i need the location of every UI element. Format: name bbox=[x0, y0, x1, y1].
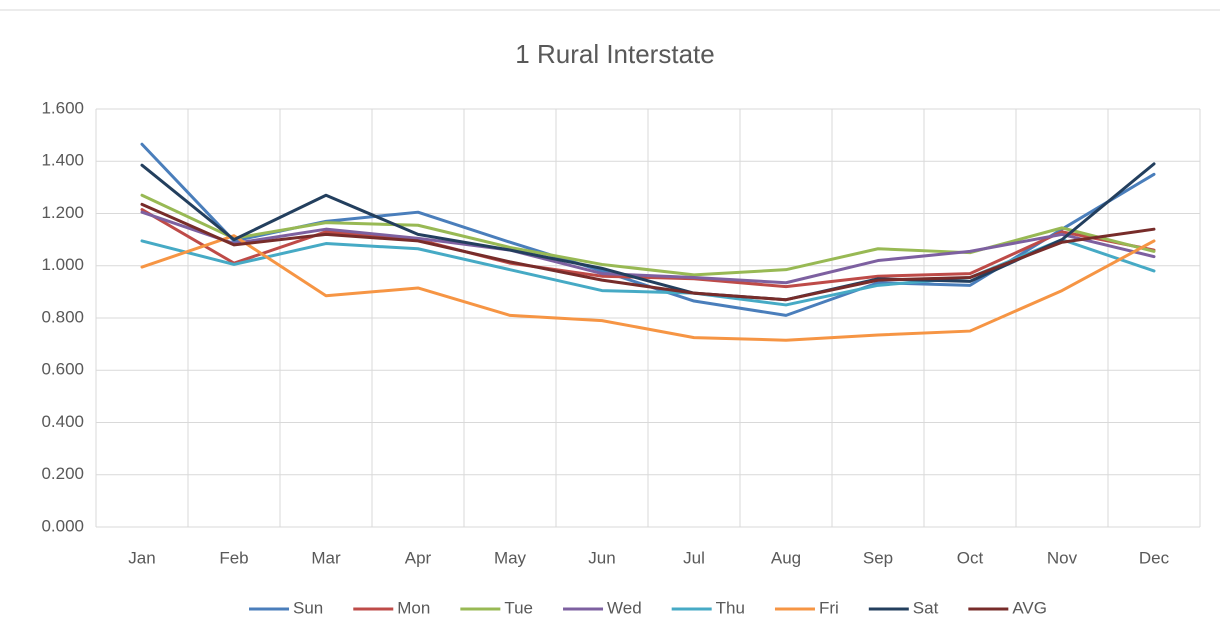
y-tick-label: 1.000 bbox=[41, 255, 84, 274]
legend-label: Wed bbox=[607, 598, 642, 617]
x-tick-label: Dec bbox=[1139, 548, 1170, 567]
x-tick-label: Jun bbox=[588, 548, 615, 567]
y-tick-label: 1.600 bbox=[41, 98, 84, 117]
legend-label: AVG bbox=[1012, 598, 1047, 617]
x-tick-label: Apr bbox=[405, 548, 432, 567]
legend-label: Mon bbox=[397, 598, 430, 617]
x-tick-label: Jul bbox=[683, 548, 705, 567]
legend-label: Sat bbox=[913, 598, 939, 617]
y-tick-label: 0.600 bbox=[41, 360, 84, 379]
series-line bbox=[140, 234, 1156, 342]
x-tick-label: Sep bbox=[863, 548, 893, 567]
y-tick-label: 0.800 bbox=[41, 307, 84, 326]
legend-label: Tue bbox=[504, 598, 533, 617]
x-tick-label: Jan bbox=[128, 548, 155, 567]
y-tick-label: 1.200 bbox=[41, 203, 84, 222]
x-tick-label: Feb bbox=[219, 548, 248, 567]
x-tick-label: Mar bbox=[311, 548, 341, 567]
legend-label: Sun bbox=[293, 598, 323, 617]
series-line bbox=[140, 202, 1156, 302]
x-tick-label: May bbox=[494, 548, 527, 567]
legend-label: Thu bbox=[716, 598, 745, 617]
y-tick-label: 1.400 bbox=[41, 151, 84, 170]
legend-label: Fri bbox=[819, 598, 839, 617]
x-tick-label: Aug bbox=[771, 548, 801, 567]
chart-title: 1 Rural Interstate bbox=[515, 39, 714, 69]
y-tick-label: 0.400 bbox=[41, 412, 84, 431]
x-tick-label: Nov bbox=[1047, 548, 1078, 567]
x-tick-label: Oct bbox=[957, 548, 984, 567]
series-line bbox=[140, 210, 1156, 285]
y-tick-label: 0.000 bbox=[41, 516, 84, 535]
series-line bbox=[140, 162, 1156, 302]
y-tick-label: 0.200 bbox=[41, 464, 84, 483]
